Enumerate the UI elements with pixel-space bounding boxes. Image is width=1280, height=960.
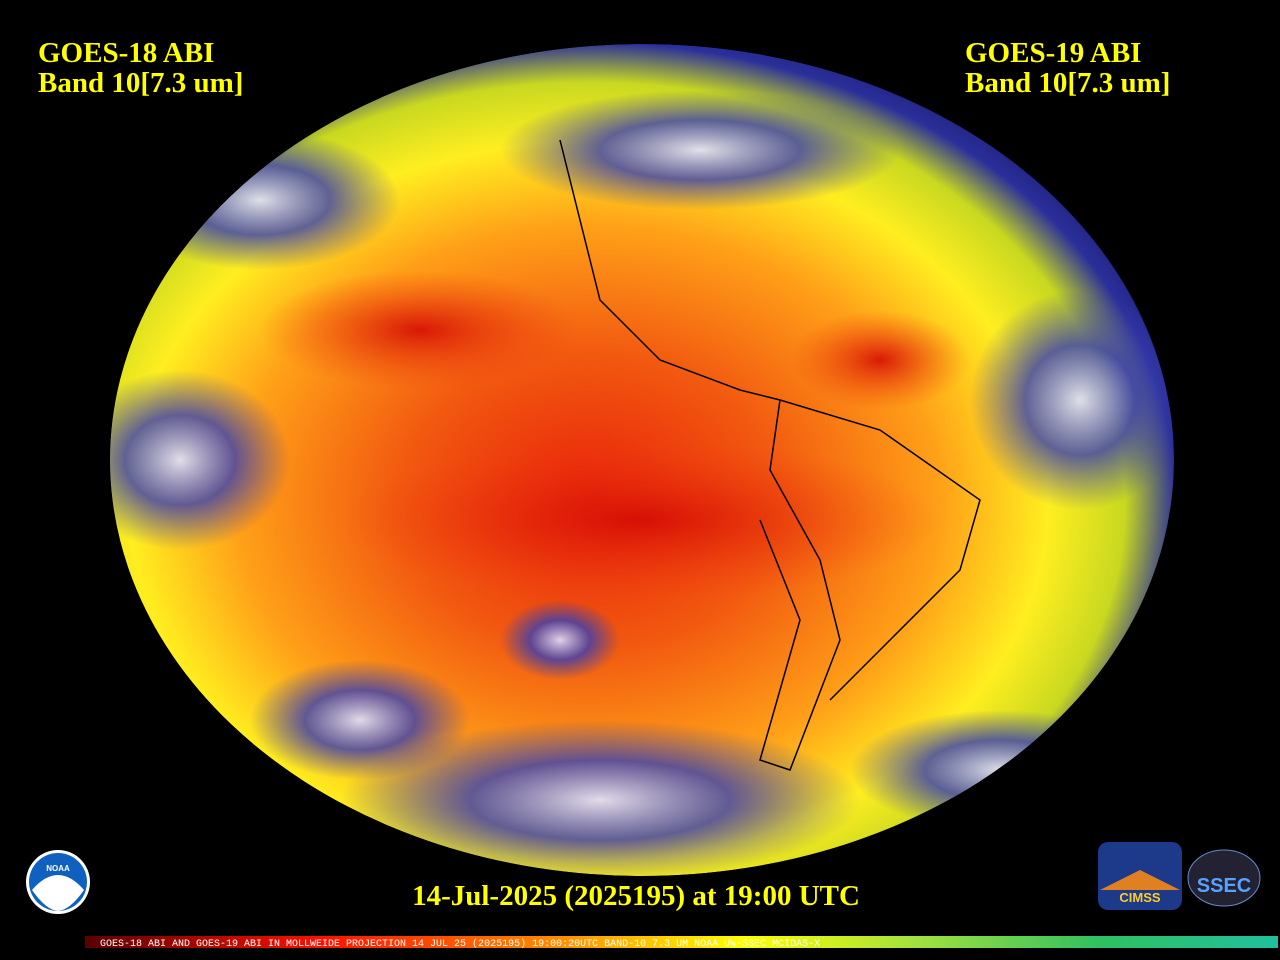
earth-disk [110,44,1174,876]
right-title: GOES-19 ABI [965,37,1141,69]
left-subtitle: Band 10[7.3 um] [38,67,243,99]
coastline [559,139,981,771]
timestamp: 14-Jul-2025 (2025195) at 19:00 UTC [412,880,860,912]
noaa-logo: NOAA [26,850,90,914]
cimss-label: CIMSS [1119,890,1161,905]
footer-caption: GOES-18 ABI AND GOES-19 ABI IN MOLLWEIDE… [100,938,820,950]
noaa-label: NOAA [46,864,70,873]
color-bar [85,936,1278,948]
cimss-logo: CIMSS [1098,842,1182,910]
ssec-label: SSEC [1197,875,1251,897]
ssec-logo: SSEC [1187,849,1261,907]
left-title: GOES-18 ABI [38,37,214,69]
right-subtitle: Band 10[7.3 um] [965,67,1170,99]
